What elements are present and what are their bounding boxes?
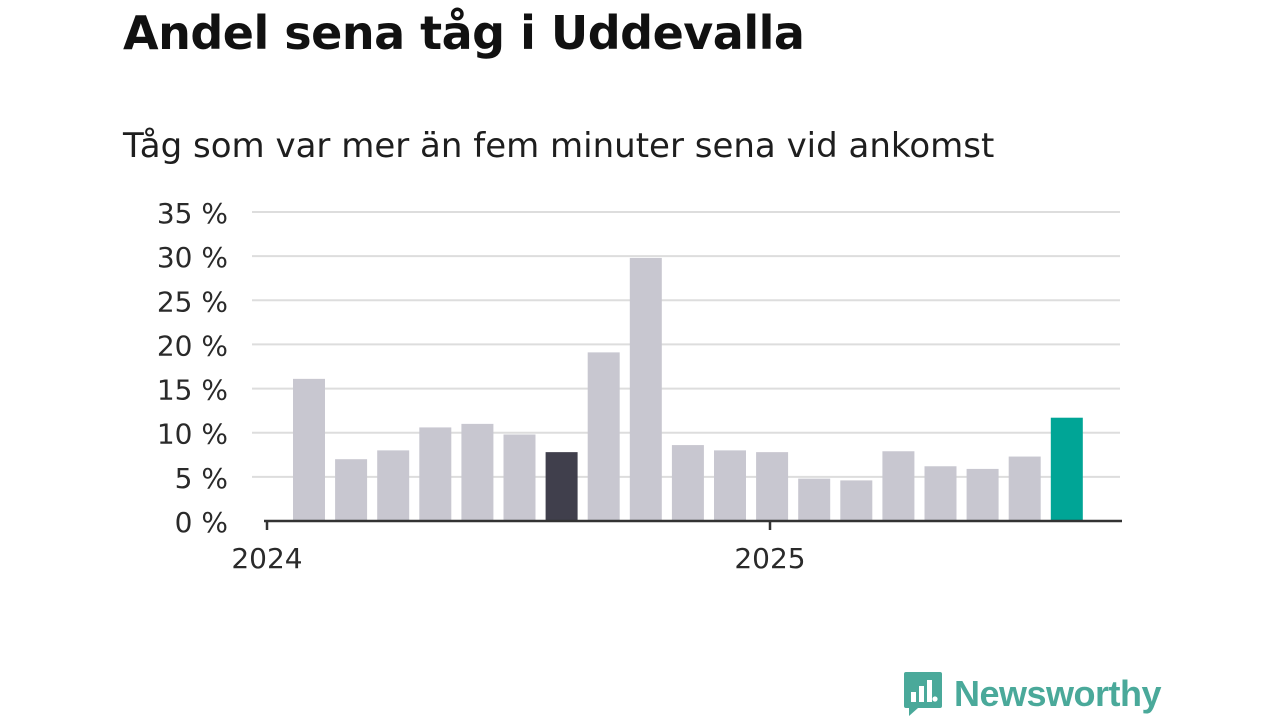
y-tick-label: 15 %: [157, 374, 228, 407]
bar: [587, 352, 620, 521]
bar: [461, 423, 494, 521]
x-tick-label: 2025: [734, 542, 805, 575]
brand-name: Newsworthy: [954, 673, 1162, 714]
bar: [671, 445, 704, 521]
bar: [377, 450, 410, 521]
y-tick-label: 20 %: [157, 329, 228, 362]
bar: [293, 378, 325, 521]
bar: [798, 478, 831, 521]
x-tick-label: 2024: [231, 542, 302, 575]
bar: [966, 468, 999, 521]
y-tick-label: 0 %: [175, 506, 228, 539]
bar: [840, 480, 873, 521]
bar: [503, 434, 536, 521]
bar: [335, 459, 368, 521]
y-tick-label: 30 %: [157, 241, 228, 274]
bar: [545, 452, 578, 521]
bar: [629, 257, 662, 521]
bar-chart: 0 % 5 % 10 % 15 % 20 % 25 % 30 % 35 % 2024 2025: [157, 197, 1122, 575]
bar: [419, 427, 452, 521]
brand-logo: Newsworthy: [902, 670, 1162, 718]
y-tick-label: 10 %: [157, 418, 228, 451]
bar: [924, 466, 957, 521]
bar-chart-bubble-icon: [904, 672, 942, 716]
bar: [1008, 456, 1041, 521]
y-tick-label: 25 %: [157, 285, 228, 318]
bar: [882, 451, 915, 521]
chart-subtitle: Tåg som var mer än fem minuter sena vid …: [123, 126, 995, 166]
bar: [1050, 417, 1083, 521]
y-tick-label: 5 %: [175, 462, 228, 495]
y-tick-label: 35 %: [157, 197, 228, 230]
chart-title: Andel sena tåg i Uddevalla: [123, 6, 805, 60]
bar: [714, 450, 746, 521]
bar: [756, 452, 789, 521]
